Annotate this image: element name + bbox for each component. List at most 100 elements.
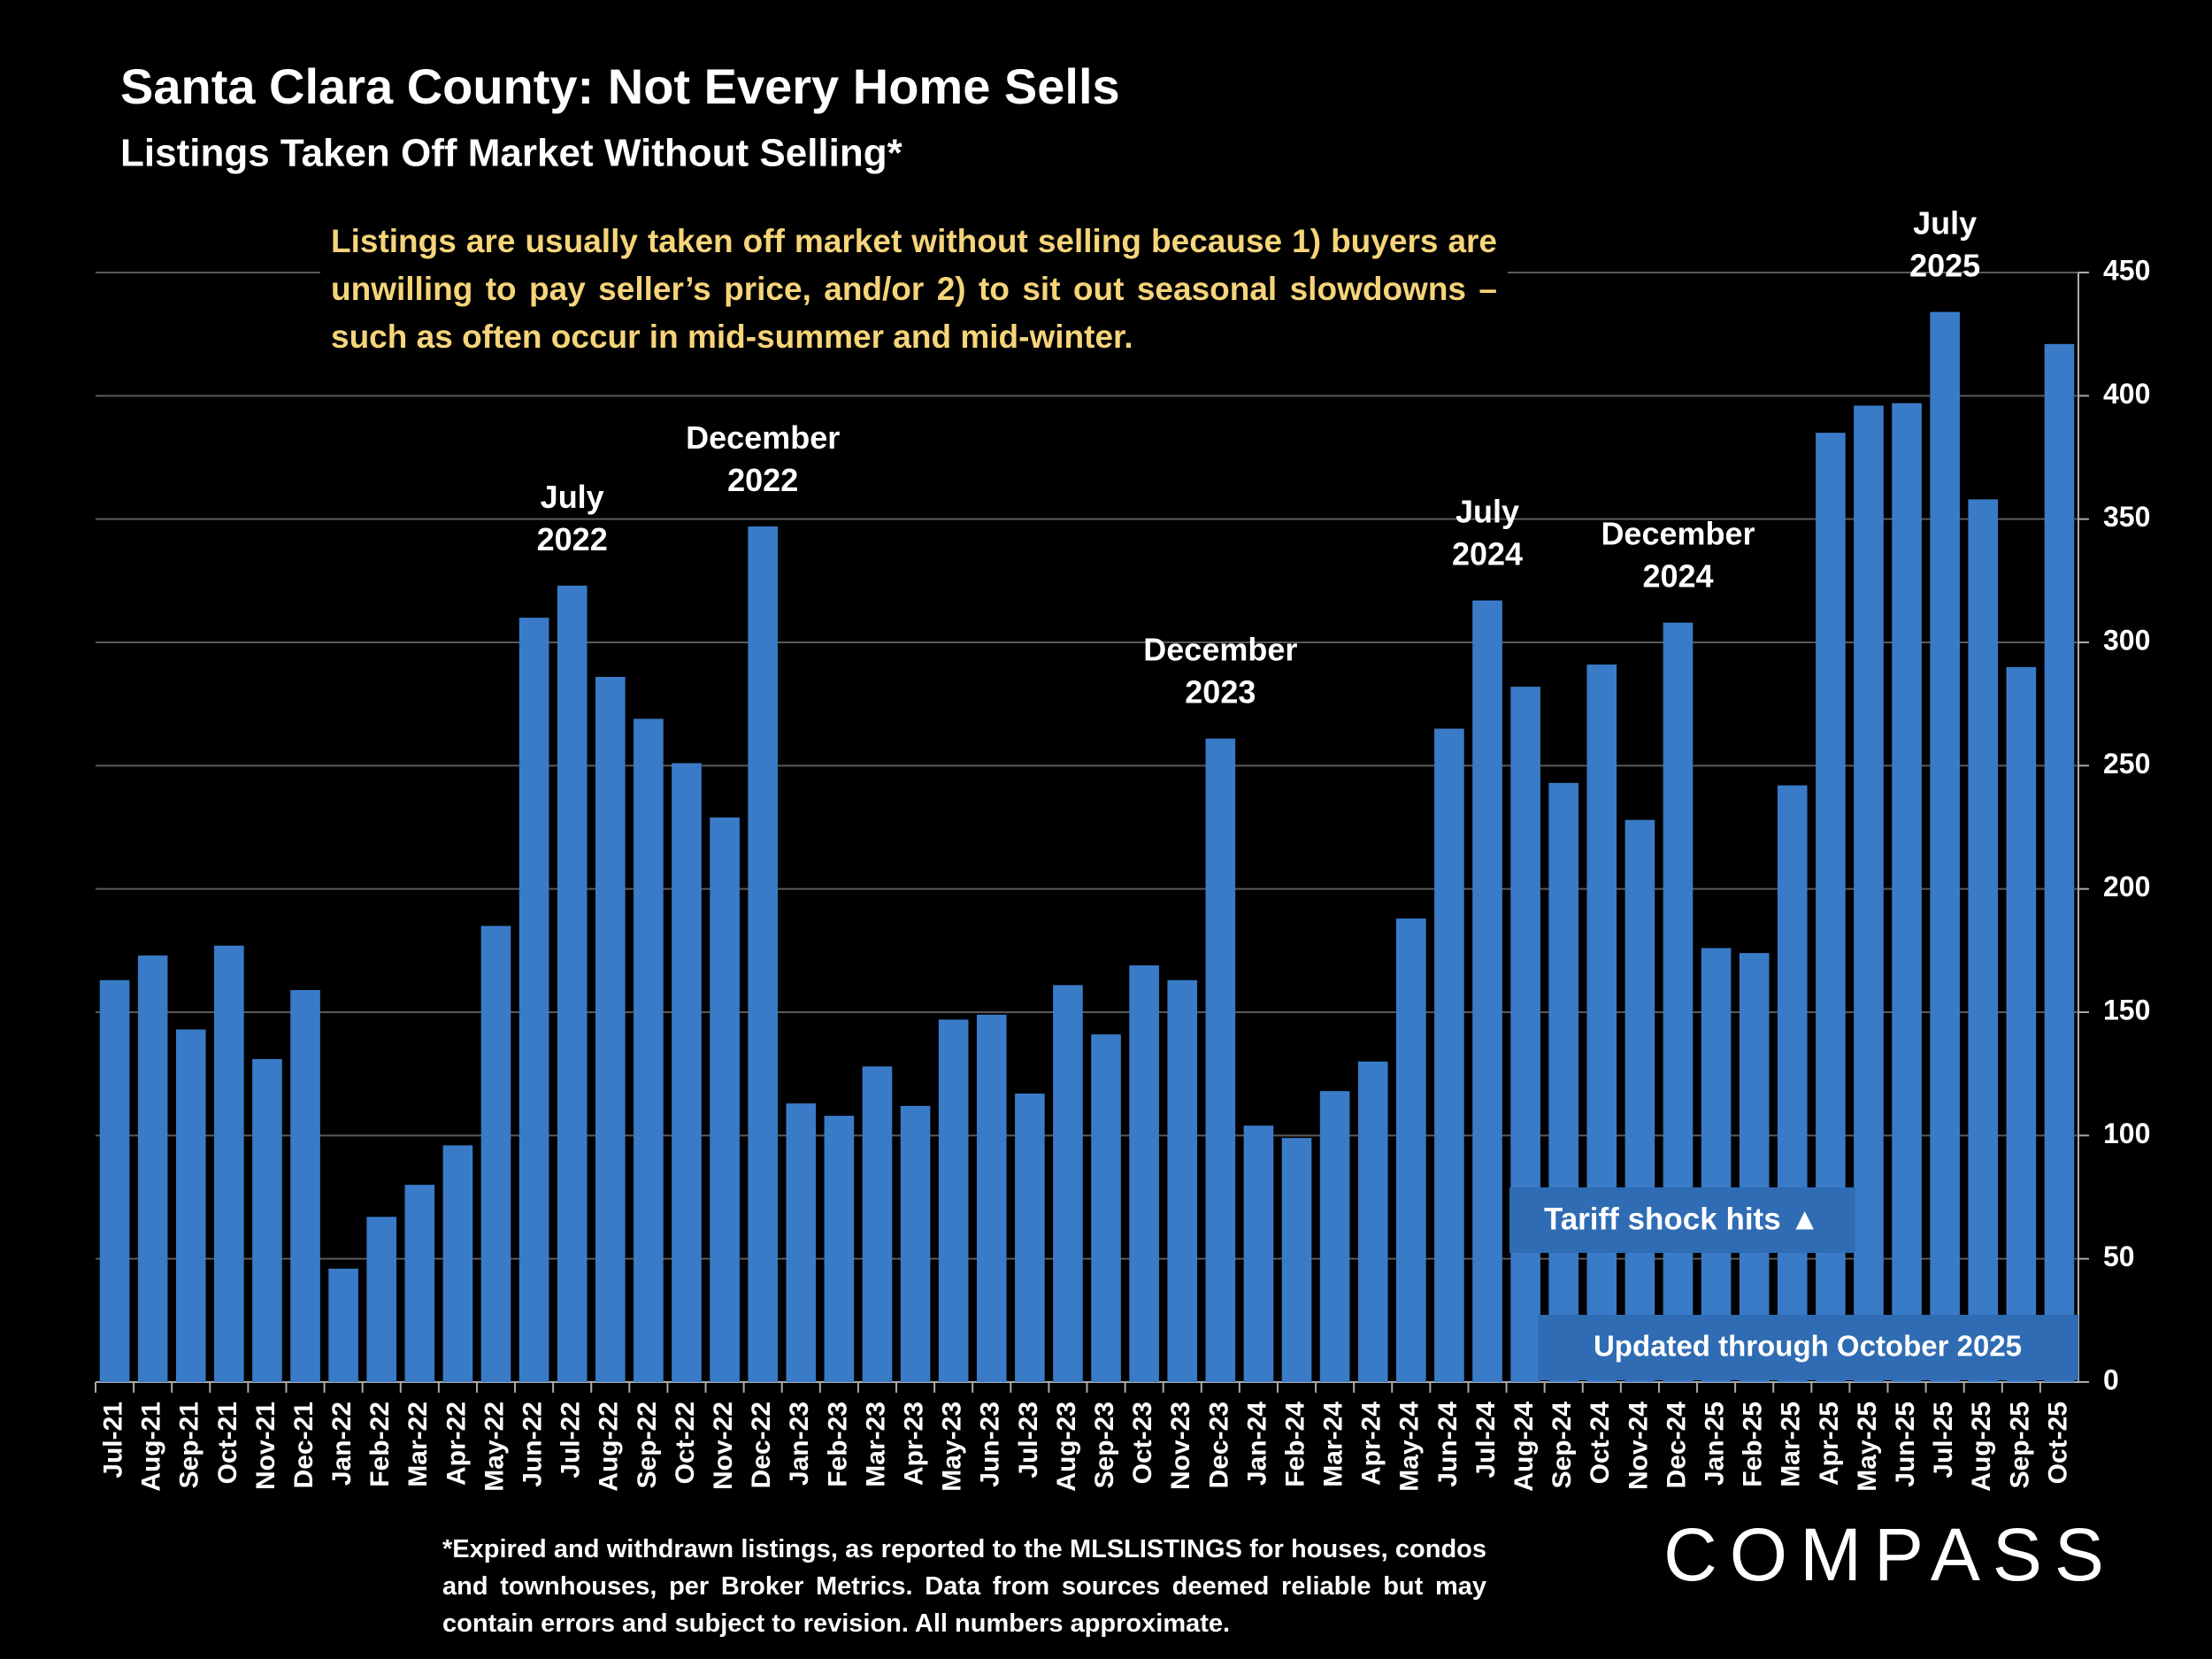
x-tick-label: Oct-21 bbox=[213, 1402, 242, 1484]
x-tick-label: Jun-23 bbox=[976, 1402, 1005, 1487]
annotation: 2022 bbox=[537, 521, 608, 557]
y-tick-label: 250 bbox=[2103, 748, 2150, 780]
bar bbox=[786, 1103, 817, 1382]
x-tick-label: Jul-24 bbox=[1471, 1402, 1501, 1479]
annotation: 2025 bbox=[1909, 248, 1980, 284]
x-tick-label: Apr-23 bbox=[899, 1402, 928, 1486]
bar bbox=[480, 926, 511, 1382]
y-tick-label: 0 bbox=[2103, 1363, 2119, 1395]
annotation: 2023 bbox=[1185, 674, 1256, 710]
bar bbox=[557, 585, 588, 1382]
bar bbox=[1205, 738, 1236, 1382]
bar bbox=[1167, 979, 1198, 1382]
x-tick-label: Jun-25 bbox=[1891, 1402, 1920, 1487]
bar bbox=[634, 718, 664, 1382]
x-tick-label: Dec-24 bbox=[1662, 1402, 1691, 1489]
bar bbox=[976, 1014, 1007, 1382]
logo: COMPASS bbox=[1663, 1513, 2116, 1596]
annotation: 2022 bbox=[727, 462, 798, 498]
y-tick-label: 400 bbox=[2103, 378, 2150, 410]
bar bbox=[1930, 311, 1960, 1382]
bar bbox=[404, 1185, 435, 1382]
x-tick-label: May-23 bbox=[938, 1402, 967, 1492]
x-tick-label: Feb-24 bbox=[1280, 1402, 1310, 1487]
y-tick-label: 50 bbox=[2103, 1240, 2135, 1272]
bar bbox=[1854, 405, 1884, 1383]
x-tick-label: Dec-23 bbox=[1204, 1402, 1233, 1488]
x-tick-label: Dec-21 bbox=[289, 1402, 319, 1488]
bar bbox=[862, 1066, 893, 1382]
bar bbox=[672, 763, 702, 1382]
x-tick-label: Nov-24 bbox=[1624, 1402, 1653, 1490]
x-tick-label: Sep-21 bbox=[175, 1402, 204, 1488]
x-tick-label: Feb-22 bbox=[365, 1402, 395, 1487]
bar bbox=[518, 618, 549, 1382]
x-tick-label: Apr-22 bbox=[442, 1402, 471, 1486]
x-tick-label: Nov-23 bbox=[1166, 1402, 1195, 1490]
bar bbox=[1243, 1125, 1274, 1382]
bar bbox=[1777, 785, 1808, 1382]
bar bbox=[1129, 965, 1159, 1382]
callout: Tariff shock hits ▲ bbox=[1544, 1202, 1820, 1236]
x-tick-label: Jan-25 bbox=[1701, 1402, 1730, 1486]
x-tick-label: Aug-23 bbox=[1052, 1402, 1081, 1492]
annotation: 2024 bbox=[1642, 558, 1713, 595]
y-tick-label: 200 bbox=[2103, 871, 2150, 902]
x-tick-label: Jan-22 bbox=[327, 1402, 357, 1486]
y-tick-label: 450 bbox=[2103, 254, 2150, 286]
x-tick-label: Nov-21 bbox=[251, 1402, 280, 1490]
x-tick-label: Oct-22 bbox=[671, 1402, 700, 1484]
bar bbox=[2006, 666, 2037, 1382]
x-tick-label: Jun-24 bbox=[1433, 1402, 1463, 1487]
x-tick-label: Mar-25 bbox=[1777, 1402, 1806, 1487]
bar bbox=[252, 1058, 282, 1382]
x-tick-label: May-25 bbox=[1853, 1402, 1882, 1492]
annotation: December bbox=[1143, 632, 1297, 668]
x-tick-label: Oct-25 bbox=[2043, 1402, 2072, 1484]
x-tick-label: Dec-22 bbox=[747, 1402, 776, 1488]
bar bbox=[1663, 622, 1694, 1382]
bar bbox=[137, 955, 168, 1382]
x-tick-label: Mar-22 bbox=[403, 1402, 433, 1487]
x-tick-label: Mar-24 bbox=[1319, 1402, 1348, 1487]
bar bbox=[824, 1116, 855, 1382]
bar bbox=[1396, 918, 1426, 1382]
x-tick-label: Apr-25 bbox=[1815, 1402, 1844, 1486]
x-tick-label: Aug-24 bbox=[1509, 1402, 1539, 1492]
bar bbox=[175, 1029, 206, 1382]
x-tick-label: Oct-23 bbox=[1128, 1402, 1157, 1484]
bar bbox=[2044, 343, 2075, 1382]
callout-box bbox=[1538, 1315, 2078, 1380]
bar bbox=[1739, 953, 1770, 1382]
x-tick-label: Aug-21 bbox=[137, 1402, 166, 1492]
bar bbox=[328, 1268, 358, 1382]
x-tick-label: Jul-21 bbox=[98, 1402, 127, 1479]
x-tick-label: Sep-22 bbox=[633, 1402, 662, 1488]
bar bbox=[1091, 1034, 1121, 1382]
annotation: December bbox=[1601, 516, 1755, 552]
bar bbox=[1053, 985, 1083, 1382]
bar bbox=[214, 945, 244, 1382]
bar bbox=[1701, 948, 1732, 1382]
bar bbox=[1281, 1138, 1312, 1382]
bar bbox=[1434, 728, 1464, 1382]
bar bbox=[1357, 1061, 1388, 1382]
bar bbox=[938, 1019, 969, 1382]
chart-subtitle: Listings Taken Off Market Without Sellin… bbox=[120, 132, 903, 175]
bar bbox=[366, 1217, 397, 1382]
bar bbox=[595, 677, 626, 1382]
bar bbox=[1015, 1093, 1045, 1382]
annotation: July bbox=[1913, 205, 1977, 242]
bar bbox=[1319, 1091, 1350, 1382]
x-tick-label: Aug-25 bbox=[1967, 1402, 1996, 1492]
y-tick-label: 150 bbox=[2103, 994, 2150, 1025]
x-tick-label: Jul-23 bbox=[1014, 1402, 1043, 1479]
x-tick-label: May-22 bbox=[480, 1402, 509, 1492]
footnote: *Expired and withdrawn listings, as repo… bbox=[442, 1535, 1486, 1638]
bar bbox=[710, 817, 740, 1382]
bar bbox=[290, 989, 320, 1382]
callout-box bbox=[1509, 1187, 1855, 1253]
y-tick-label: 100 bbox=[2103, 1118, 2150, 1149]
